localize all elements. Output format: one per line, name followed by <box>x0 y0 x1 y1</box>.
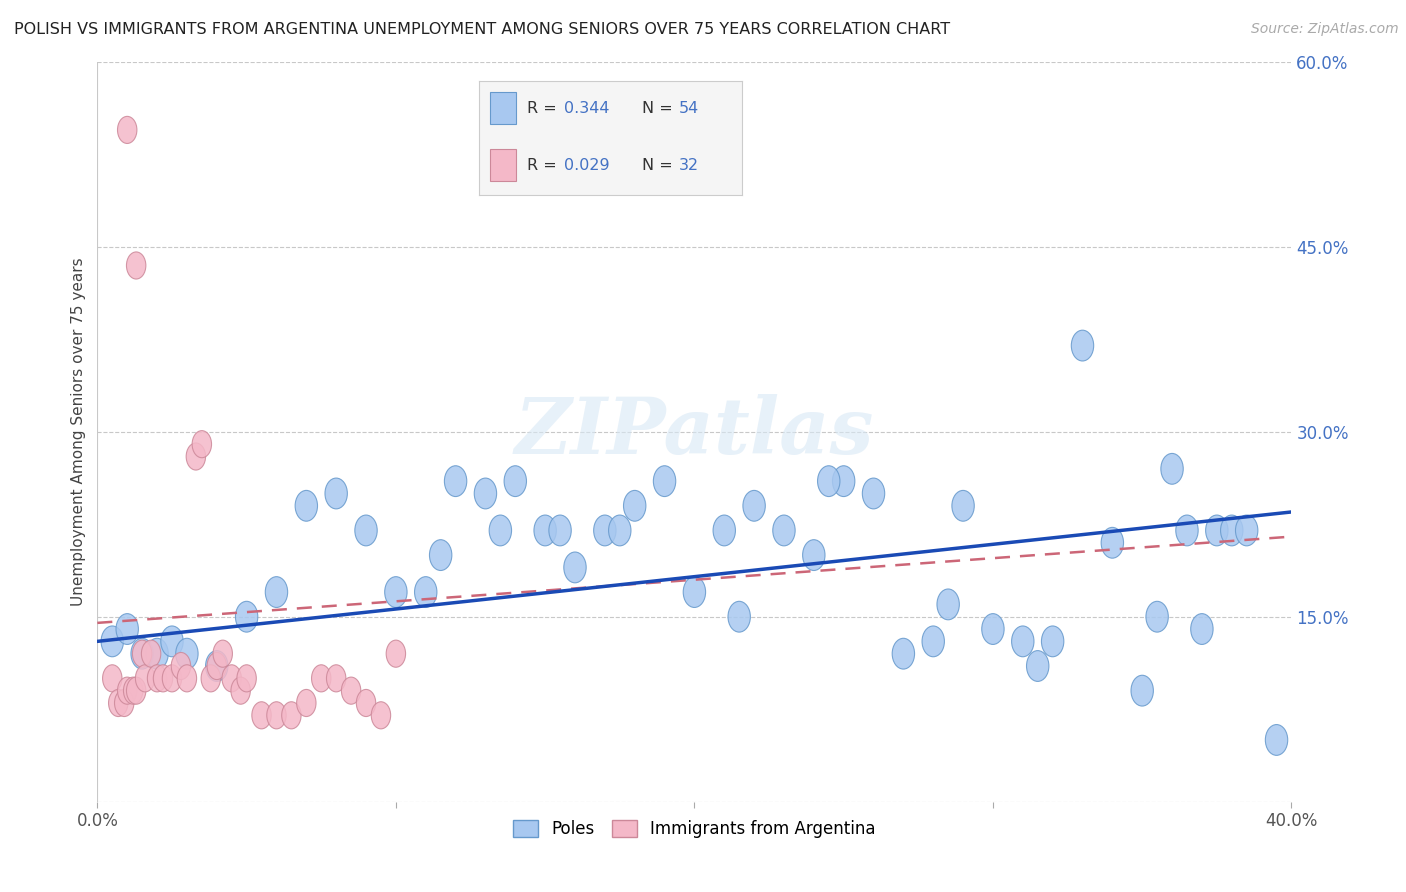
Ellipse shape <box>295 491 318 521</box>
Ellipse shape <box>593 515 616 546</box>
Ellipse shape <box>1236 515 1258 546</box>
Ellipse shape <box>564 552 586 582</box>
Ellipse shape <box>266 576 288 607</box>
Ellipse shape <box>728 601 751 632</box>
Ellipse shape <box>153 665 173 692</box>
Ellipse shape <box>267 702 287 729</box>
Ellipse shape <box>773 515 796 546</box>
Ellipse shape <box>238 665 256 692</box>
Ellipse shape <box>356 690 375 716</box>
Ellipse shape <box>146 639 169 669</box>
Ellipse shape <box>160 626 183 657</box>
Ellipse shape <box>385 576 408 607</box>
Ellipse shape <box>1191 614 1213 644</box>
Ellipse shape <box>742 491 765 521</box>
Ellipse shape <box>683 576 706 607</box>
Ellipse shape <box>1071 330 1094 361</box>
Ellipse shape <box>354 515 377 546</box>
Ellipse shape <box>205 650 228 681</box>
Ellipse shape <box>862 478 884 508</box>
Ellipse shape <box>1161 453 1184 484</box>
Ellipse shape <box>214 640 232 667</box>
Ellipse shape <box>1265 724 1288 756</box>
Ellipse shape <box>101 626 124 657</box>
Ellipse shape <box>654 466 676 497</box>
Ellipse shape <box>176 639 198 669</box>
Ellipse shape <box>127 252 146 279</box>
Ellipse shape <box>103 665 122 692</box>
Ellipse shape <box>235 601 257 632</box>
Ellipse shape <box>1130 675 1153 706</box>
Text: POLISH VS IMMIGRANTS FROM ARGENTINA UNEMPLOYMENT AMONG SENIORS OVER 75 YEARS COR: POLISH VS IMMIGRANTS FROM ARGENTINA UNEM… <box>14 22 950 37</box>
Ellipse shape <box>505 466 526 497</box>
Ellipse shape <box>981 614 1004 644</box>
Ellipse shape <box>297 690 316 716</box>
Ellipse shape <box>1175 515 1198 546</box>
Ellipse shape <box>132 640 152 667</box>
Ellipse shape <box>222 665 242 692</box>
Ellipse shape <box>108 690 128 716</box>
Ellipse shape <box>1042 626 1064 657</box>
Ellipse shape <box>1205 515 1227 546</box>
Ellipse shape <box>534 515 557 546</box>
Ellipse shape <box>325 478 347 508</box>
Ellipse shape <box>124 677 143 704</box>
Ellipse shape <box>231 677 250 704</box>
Ellipse shape <box>548 515 571 546</box>
Ellipse shape <box>936 589 959 620</box>
Ellipse shape <box>922 626 945 657</box>
Ellipse shape <box>127 677 146 704</box>
Ellipse shape <box>429 540 451 571</box>
Ellipse shape <box>131 639 153 669</box>
Ellipse shape <box>135 665 155 692</box>
Ellipse shape <box>609 515 631 546</box>
Ellipse shape <box>207 652 226 680</box>
Ellipse shape <box>312 665 330 692</box>
Ellipse shape <box>177 665 197 692</box>
Text: ZIPatlas: ZIPatlas <box>515 393 875 470</box>
Ellipse shape <box>387 640 405 667</box>
Ellipse shape <box>118 677 136 704</box>
Ellipse shape <box>201 665 221 692</box>
Ellipse shape <box>162 665 181 692</box>
Ellipse shape <box>117 614 138 644</box>
Ellipse shape <box>832 466 855 497</box>
Ellipse shape <box>326 665 346 692</box>
Ellipse shape <box>118 116 136 144</box>
Ellipse shape <box>474 478 496 508</box>
Ellipse shape <box>172 652 191 680</box>
Ellipse shape <box>623 491 645 521</box>
Ellipse shape <box>114 690 134 716</box>
Ellipse shape <box>1011 626 1033 657</box>
Ellipse shape <box>281 702 301 729</box>
Ellipse shape <box>252 702 271 729</box>
Ellipse shape <box>444 466 467 497</box>
Ellipse shape <box>148 665 167 692</box>
Legend: Poles, Immigrants from Argentina: Poles, Immigrants from Argentina <box>506 814 882 845</box>
Ellipse shape <box>1101 527 1123 558</box>
Ellipse shape <box>489 515 512 546</box>
Ellipse shape <box>952 491 974 521</box>
Ellipse shape <box>803 540 825 571</box>
Ellipse shape <box>713 515 735 546</box>
Y-axis label: Unemployment Among Seniors over 75 years: Unemployment Among Seniors over 75 years <box>72 258 86 607</box>
Ellipse shape <box>186 443 205 470</box>
Ellipse shape <box>193 431 211 458</box>
Text: Source: ZipAtlas.com: Source: ZipAtlas.com <box>1251 22 1399 37</box>
Ellipse shape <box>415 576 437 607</box>
Ellipse shape <box>893 639 914 669</box>
Ellipse shape <box>1146 601 1168 632</box>
Ellipse shape <box>371 702 391 729</box>
Ellipse shape <box>342 677 361 704</box>
Ellipse shape <box>142 640 160 667</box>
Ellipse shape <box>1026 650 1049 681</box>
Ellipse shape <box>817 466 839 497</box>
Ellipse shape <box>1220 515 1243 546</box>
